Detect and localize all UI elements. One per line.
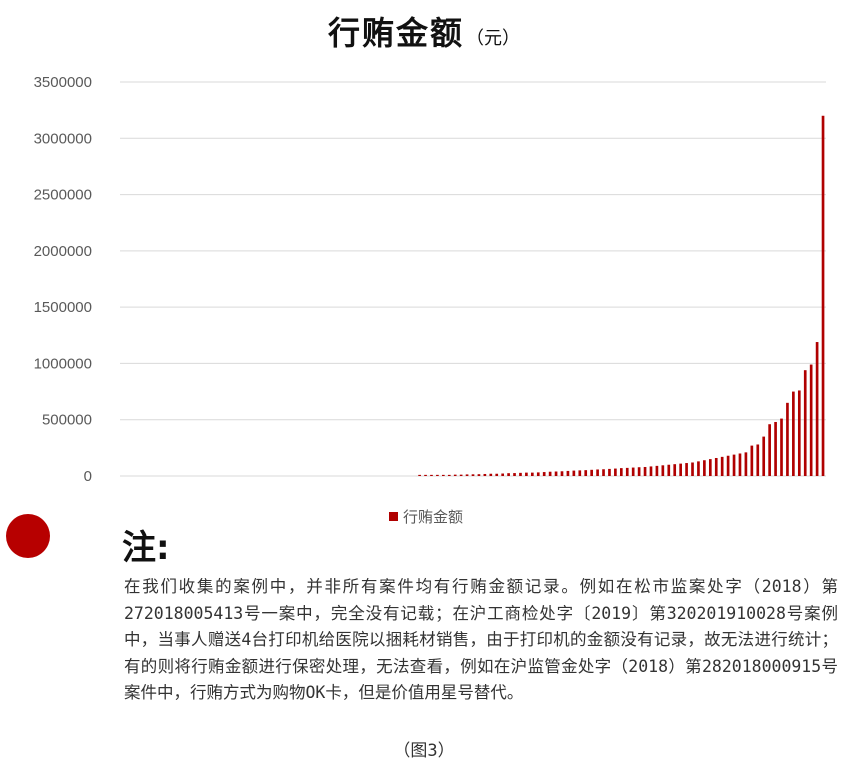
bar xyxy=(566,470,570,476)
bar xyxy=(430,474,433,476)
legend-label: 行贿金额 xyxy=(403,508,464,526)
y-tick-label: 3500000 xyxy=(34,74,92,91)
bar xyxy=(590,469,593,476)
bar xyxy=(614,468,617,476)
bar xyxy=(542,472,546,476)
note-heading: 注: xyxy=(122,528,170,568)
bar xyxy=(495,473,499,476)
bar xyxy=(679,463,682,476)
legend-swatch xyxy=(389,512,398,521)
red-dot-marker xyxy=(6,514,50,558)
bar xyxy=(780,418,783,476)
bar xyxy=(631,467,635,476)
y-tick-label: 2000000 xyxy=(34,243,92,260)
bar xyxy=(536,472,540,476)
bar xyxy=(815,342,819,476)
bar xyxy=(720,456,724,476)
y-tick-label: 500000 xyxy=(42,412,92,429)
bar xyxy=(471,474,475,476)
bar xyxy=(530,472,534,476)
bar xyxy=(643,466,647,476)
bar xyxy=(750,445,754,476)
bar xyxy=(584,470,588,476)
bar xyxy=(489,473,493,476)
bar xyxy=(436,474,439,476)
y-tick-label: 1000000 xyxy=(34,355,92,372)
bar xyxy=(596,469,599,476)
bar xyxy=(513,473,516,476)
bar xyxy=(447,474,451,476)
bar xyxy=(762,436,766,476)
bar xyxy=(797,390,801,476)
bar xyxy=(768,424,771,476)
bar xyxy=(418,474,421,476)
bar xyxy=(619,468,623,476)
bar xyxy=(625,467,629,476)
bar xyxy=(691,462,694,476)
bar xyxy=(519,472,522,476)
bar xyxy=(714,457,718,476)
bar xyxy=(442,474,445,476)
bar xyxy=(483,473,487,476)
y-tick-label: 3000000 xyxy=(34,130,92,147)
chart-title: 行贿金额 （元） xyxy=(0,8,848,54)
note-body: 在我们收集的案例中，并非所有案件均有行贿金额记录。例如在松市监案处字（2018）… xyxy=(124,577,838,702)
bar xyxy=(465,474,469,476)
bar xyxy=(774,421,777,476)
bar xyxy=(732,454,736,476)
y-tick-label: 1500000 xyxy=(34,299,92,316)
bar xyxy=(459,474,463,476)
bar xyxy=(685,463,688,476)
bar xyxy=(744,452,748,476)
chart-title-text: 行贿金额 xyxy=(327,14,464,52)
bar xyxy=(756,444,760,476)
bar xyxy=(803,370,807,476)
bar xyxy=(525,472,528,476)
bar xyxy=(809,364,813,476)
bar xyxy=(697,461,700,476)
chart-legend: 行贿金额 xyxy=(389,506,463,527)
bar xyxy=(786,402,789,476)
bar xyxy=(703,460,706,476)
bar xyxy=(548,471,552,476)
bar-chart: 0 500000 1000000 1500000 2000000 2500000 30000… xyxy=(34,74,826,485)
figure-caption: （图3） xyxy=(393,741,455,761)
bar xyxy=(424,474,427,476)
bar xyxy=(608,468,611,476)
bar xyxy=(726,455,730,476)
bar xyxy=(602,469,605,476)
bar xyxy=(578,470,582,476)
bar xyxy=(560,471,564,476)
bar xyxy=(655,465,659,476)
bar xyxy=(661,465,665,476)
bar xyxy=(708,459,712,476)
bar xyxy=(477,474,481,476)
bar xyxy=(507,473,510,476)
bar xyxy=(572,470,576,476)
bar xyxy=(673,464,677,476)
bar xyxy=(792,391,795,476)
bar xyxy=(554,471,558,476)
bar xyxy=(637,467,641,476)
bar xyxy=(453,474,457,476)
y-tick-label: 2500000 xyxy=(34,187,92,204)
bar xyxy=(667,464,671,476)
bar xyxy=(649,466,653,476)
bar xyxy=(821,115,825,476)
bar xyxy=(738,453,742,476)
bar xyxy=(501,473,504,476)
y-tick-label: 0 xyxy=(84,468,92,485)
chart-unit: （元） xyxy=(466,28,520,49)
